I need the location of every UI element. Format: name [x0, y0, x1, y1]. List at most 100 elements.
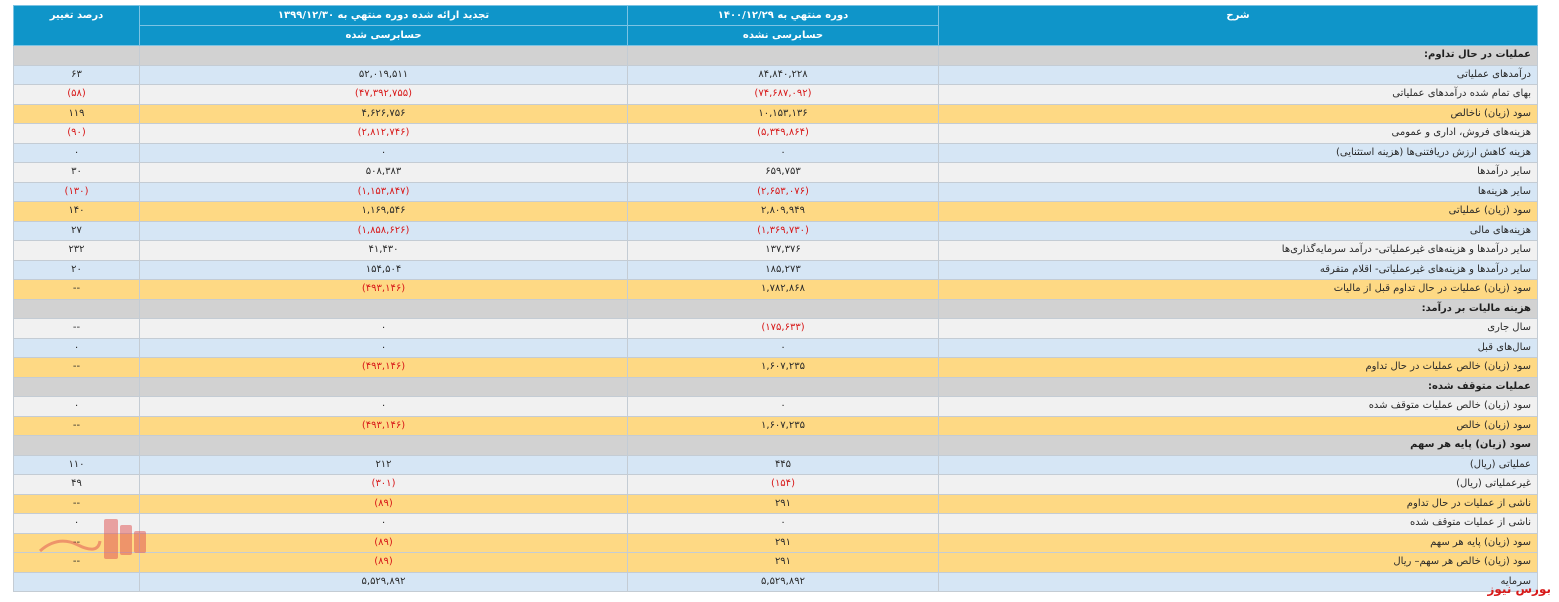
row-description: سایر درآمدها	[938, 162, 1538, 183]
news-logo-watermark	[39, 519, 146, 559]
row-description: سود (زیان) پایه هر سهم	[938, 532, 1538, 553]
change-percent-value	[13, 571, 140, 592]
section-empty-current	[627, 435, 939, 456]
table-row: سایر درآمدها و هزینه‌های غیرعملیاتی- درآ…	[13, 240, 1538, 261]
table-row: سایر درآمدها و هزینه‌های غیرعملیاتی- اقل…	[13, 259, 1538, 280]
table-row: هزینه‌های فروش، اداری و عمومی (۵,۳۴۹,۸۶۴)…	[13, 123, 1538, 144]
table-row: عملیاتی (ریال) ۴۴۵ ۲۱۲ ۱۱۰	[13, 454, 1538, 475]
brand-label: بورس نیوز	[1487, 582, 1551, 596]
row-description: هزینه‌های مالی	[938, 220, 1538, 241]
current-period-value: (۱۷۵,۶۳۳)	[627, 318, 939, 339]
previous-period-value: ۱۵۴,۵۰۴	[139, 259, 628, 280]
current-period-value: (۷۴,۶۸۷,۰۹۲)	[627, 84, 939, 105]
row-description: سال جاری	[938, 318, 1538, 339]
change-percent-value: ۱۱۰	[13, 454, 140, 475]
section-empty-current	[627, 376, 939, 397]
section-label: هزینه مالیات بر درآمد:	[938, 298, 1538, 319]
current-period-value: ۱۳۷,۳۷۶	[627, 240, 939, 261]
current-period-value: ۰	[627, 142, 939, 163]
section-empty-current	[627, 45, 939, 66]
table-row: سایر هزینه‌ها (۲,۶۵۳,۰۷۶) (۱,۱۵۳,۸۴۷) (۱۳۰)	[13, 181, 1538, 202]
current-period-value: ۰	[627, 337, 939, 358]
previous-period-value: ۵۰۸,۳۸۳	[139, 162, 628, 183]
previous-period-value: (۱,۱۵۳,۸۴۷)	[139, 181, 628, 202]
current-period-value: ۱۸۵,۲۷۳	[627, 259, 939, 280]
current-period-value: ۲۹۱	[627, 493, 939, 514]
row-description: سود (زیان) ناخالص	[938, 103, 1538, 124]
row-description: سال‌های قبل	[938, 337, 1538, 358]
row-description: بهای تمام شده درآمدهای عملیاتی	[938, 84, 1538, 105]
change-percent-value: --	[13, 493, 140, 514]
change-percent-value: ۱۴۰	[13, 201, 140, 222]
current-period-value: (۵,۳۴۹,۸۶۴)	[627, 123, 939, 144]
change-percent-value: (۱۳۰)	[13, 181, 140, 202]
section-label: عملیات متوقف شده:	[938, 376, 1538, 397]
table-row: ناشی از عملیات متوقف شده ۰ ۰ ۰	[13, 513, 1538, 534]
row-description: سایر درآمدها و هزینه‌های غیرعملیاتی- درآ…	[938, 240, 1538, 261]
row-description: غیرعملیاتی (ریال)	[938, 474, 1538, 495]
section-header-row: هزینه مالیات بر درآمد:	[13, 298, 1538, 319]
change-percent-value: --	[13, 357, 140, 378]
previous-period-value: ۰	[139, 142, 628, 163]
section-header-row: سود (زیان) پایه هر سهم	[13, 435, 1538, 456]
row-description: ناشی از عملیات متوقف شده	[938, 513, 1538, 534]
row-description: سود (زیان) خالص هر سهم– ریال	[938, 552, 1538, 573]
table-row: سال‌های قبل ۰ ۰ ۰	[13, 337, 1538, 358]
section-header-row: عملیات در حال تداوم:	[13, 45, 1538, 66]
section-label: عملیات در حال تداوم:	[938, 45, 1538, 66]
row-description: هزینه کاهش ارزش دریافتنی‌ها (هزینه استثن…	[938, 142, 1538, 163]
change-percent-value: --	[13, 552, 140, 573]
current-period-value: ۲,۸۰۹,۹۴۹	[627, 201, 939, 222]
table-row: بهای تمام شده درآمدهای عملیاتی (۷۴,۶۸۷,۰۹…	[13, 84, 1538, 105]
change-percent-value: --	[13, 415, 140, 436]
table-row: هزینه کاهش ارزش دریافتنی‌ها (هزینه استثن…	[13, 142, 1538, 163]
header-row: شرح دوره منتهي به ۱۴۰۰/۱۲/۲۹ تجدید ارائه…	[13, 5, 1538, 46]
section-empty-previous	[139, 435, 628, 456]
current-period-value: ۵,۵۲۹,۸۹۲	[627, 571, 939, 592]
previous-period-value: (۴۹۳,۱۴۶)	[139, 279, 628, 300]
section-empty-previous	[139, 376, 628, 397]
current-period-value: (۱,۳۶۹,۷۳۰)	[627, 220, 939, 241]
row-description: درآمدهای عملیاتی	[938, 64, 1538, 85]
previous-period-value: (۴۹۳,۱۴۶)	[139, 415, 628, 436]
change-percent-value: ۴۹	[13, 474, 140, 495]
current-period-value: ۰	[627, 396, 939, 417]
table-row: سود (زیان) خالص عملیات متوقف شده ۰ ۰ ۰	[13, 396, 1538, 417]
current-period-value: ۱,۶۰۷,۲۳۵	[627, 415, 939, 436]
section-empty-percent	[13, 376, 140, 397]
row-description: هزینه‌های فروش، اداری و عمومی	[938, 123, 1538, 144]
section-empty-previous	[139, 298, 628, 319]
table-row: سود (زیان) ناخالص ۱۰,۱۵۳,۱۳۶ ۴,۶۲۶,۷۵۶ ۱۱۹	[13, 103, 1538, 124]
current-period-value: ۶۵۹,۷۵۳	[627, 162, 939, 183]
row-description: سود (زیان) عملیاتی	[938, 201, 1538, 222]
previous-period-value: ۰	[139, 318, 628, 339]
current-period-value: (۲,۶۵۳,۰۷۶)	[627, 181, 939, 202]
change-percent-value: ۶۳	[13, 64, 140, 85]
change-percent-value: --	[13, 318, 140, 339]
previous-period-value: ۵۲,۰۱۹,۵۱۱	[139, 64, 628, 85]
previous-period-value: (۳۰۱)	[139, 474, 628, 495]
section-empty-percent	[13, 435, 140, 456]
change-percent-value: (۹۰)	[13, 123, 140, 144]
change-percent-value: ۰	[13, 142, 140, 163]
previous-period-value: (۱,۸۵۸,۶۲۶)	[139, 220, 628, 241]
current-period-value: (۱۵۴)	[627, 474, 939, 495]
previous-period-value: (۸۹)	[139, 532, 628, 553]
table-body: عملیات در حال تداوم: درآمدهای عملیاتی ۸۴,۸…	[13, 45, 1538, 592]
previous-period-value: ۰	[139, 513, 628, 534]
header-previous-status: حسابرسی شده	[139, 25, 628, 46]
header-status-row: حسابرسی نشده حسابرسی شده	[14, 25, 1538, 46]
previous-period-value: ۰	[139, 396, 628, 417]
previous-period-value: (۴۷,۳۹۲,۷۵۵)	[139, 84, 628, 105]
row-description: سایر هزینه‌ها	[938, 181, 1538, 202]
header-previous-period: تجدید ارائه شده دوره منتهي به ۱۳۹۹/۱۲/۳۰	[139, 5, 628, 26]
table-row: سود (زیان) خالص ۱,۶۰۷,۲۳۵ (۴۹۳,۱۴۶) --	[13, 415, 1538, 436]
current-period-value: ۱,۷۸۲,۸۶۸	[627, 279, 939, 300]
change-percent-value: ۰	[13, 337, 140, 358]
table-row: سود (زیان) خالص هر سهم– ریال ۲۹۱ (۸۹) --	[13, 552, 1538, 573]
row-description: سود (زیان) عملیات در حال تداوم قبل از ما…	[938, 279, 1538, 300]
current-period-value: ۱۰,۱۵۳,۱۳۶	[627, 103, 939, 124]
row-description: سود (زیان) خالص عملیات متوقف شده	[938, 396, 1538, 417]
table-row: سال جاری (۱۷۵,۶۳۳) ۰ --	[13, 318, 1538, 339]
current-period-value: ۲۹۱	[627, 532, 939, 553]
